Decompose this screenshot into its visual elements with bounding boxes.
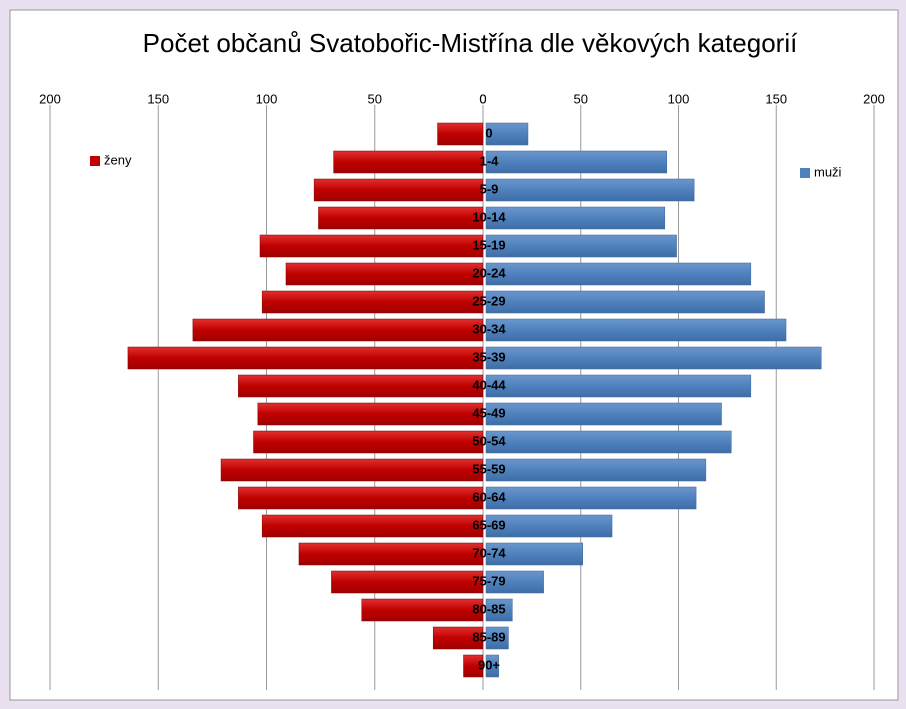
bar: [192, 318, 484, 342]
x2-tick-label: 150: [765, 91, 787, 106]
x-tick-label: 200: [39, 91, 61, 106]
bar: [238, 486, 484, 510]
bar: [485, 150, 668, 174]
category-label: 45-49: [472, 405, 505, 420]
category-label: 60-64: [472, 489, 506, 504]
legend-label: ženy: [104, 152, 132, 167]
bar: [333, 150, 484, 174]
bar: [485, 290, 765, 314]
bar: [127, 346, 484, 370]
category-label: 90+: [478, 657, 500, 672]
bar: [437, 122, 484, 146]
category-label: 0: [485, 125, 492, 140]
category-label: 10-14: [472, 209, 506, 224]
bar: [485, 458, 707, 482]
bar: [285, 262, 484, 286]
category-label: 5-9: [480, 181, 499, 196]
bar: [220, 458, 484, 482]
bar: [485, 234, 677, 258]
x2-tick-label: 50: [574, 91, 588, 106]
category-label: 50-54: [472, 433, 506, 448]
bar: [485, 486, 697, 510]
bar: [238, 374, 484, 398]
category-label: 20-24: [472, 265, 506, 280]
category-label: 75-79: [472, 573, 505, 588]
bar: [432, 626, 484, 650]
category-label: 40-44: [472, 377, 506, 392]
bar: [485, 262, 752, 286]
bar: [331, 570, 484, 594]
x-tick-label: 50: [368, 91, 382, 106]
bar: [485, 654, 499, 678]
bar: [485, 626, 509, 650]
bar: [485, 430, 732, 454]
bar: [485, 542, 583, 566]
bar: [485, 570, 544, 594]
bar: [253, 430, 484, 454]
bar: [485, 346, 822, 370]
bar: [261, 290, 484, 314]
legend-swatch: [800, 168, 810, 178]
category-label: 15-19: [472, 237, 505, 252]
x2-tick-label: 100: [668, 91, 690, 106]
legend-swatch: [90, 156, 100, 166]
legend-label: muži: [814, 164, 842, 179]
bar: [485, 178, 695, 202]
category-label: 55-59: [472, 461, 505, 476]
bar: [257, 402, 484, 426]
x-tick-label: 150: [147, 91, 169, 106]
bar: [485, 514, 613, 538]
bar: [318, 206, 484, 230]
x-tick-label: 100: [256, 91, 278, 106]
bar: [485, 374, 752, 398]
bar: [485, 598, 513, 622]
category-label: 35-39: [472, 349, 505, 364]
bar: [259, 234, 484, 258]
bar: [298, 542, 484, 566]
bar: [463, 654, 484, 678]
category-label: 80-85: [472, 601, 505, 616]
chart-title: Počet občanů Svatobořic-Mistřína dle věk…: [143, 28, 798, 58]
category-label: 70-74: [472, 545, 506, 560]
bar: [361, 598, 484, 622]
x-tick-label: 0: [479, 91, 486, 106]
bar: [261, 514, 484, 538]
bar: [485, 318, 787, 342]
x2-tick-label: 200: [863, 91, 885, 106]
category-label: 85-89: [472, 629, 505, 644]
category-label: 1-4: [480, 153, 500, 168]
bar: [485, 206, 666, 230]
category-label: 65-69: [472, 517, 505, 532]
category-label: 30-34: [472, 321, 506, 336]
x2-tick-label: 0: [479, 91, 486, 106]
bar: [485, 122, 529, 146]
bar: [313, 178, 484, 202]
bar: [485, 402, 722, 426]
category-label: 25-29: [472, 293, 505, 308]
